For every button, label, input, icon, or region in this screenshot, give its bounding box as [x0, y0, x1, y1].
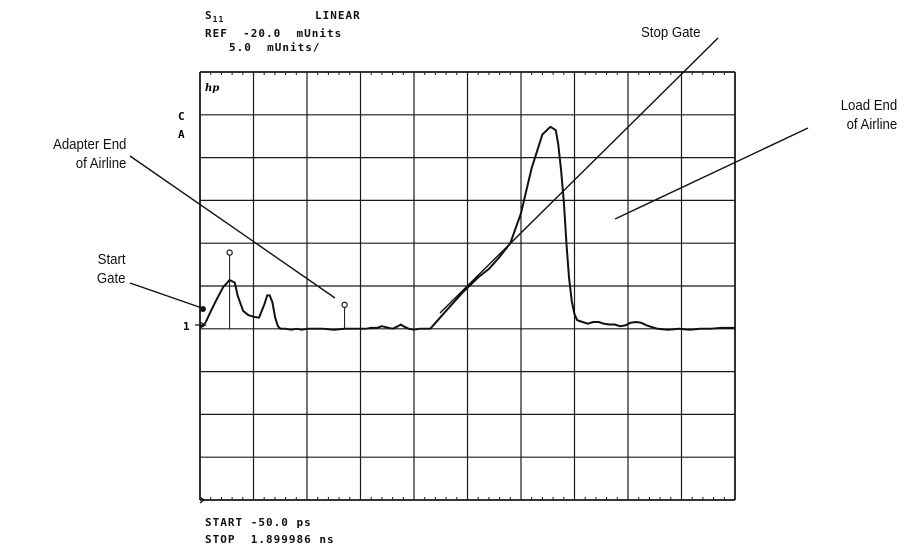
marker-1 [341, 301, 348, 309]
channel-flag-c: C [178, 110, 185, 123]
annotation-leaders [129, 37, 809, 504]
start-gate-leader-line [129, 282, 203, 309]
adapter-end-label: Adapter End of Airline [53, 135, 126, 173]
load-end-leader-line [614, 127, 809, 220]
graticule [199, 71, 736, 501]
start-gate-label-line-2: Gate [97, 270, 126, 287]
trace-layer [200, 125, 735, 331]
scale-readout: 5.0 mUnits/ [229, 41, 321, 54]
stop-gate-label: Stop Gate [641, 24, 701, 41]
stop-label: STOP [205, 533, 236, 546]
start-label: START [205, 516, 244, 529]
start-gate-dot [200, 306, 206, 312]
parameter-name: S [205, 9, 213, 22]
load-end-label-line-1: Load End [840, 97, 897, 114]
adapter-end-label-line-2: of Airline [75, 155, 126, 172]
stop-value: 1.899986 ns [250, 533, 335, 546]
start-gate-label-line-1: Start [98, 251, 126, 268]
adapter-end-leader-line [129, 155, 336, 299]
start-gate-label: Start Gate [97, 250, 126, 288]
format-readout: LINEAR [315, 9, 361, 22]
trace-series-0 [200, 125, 735, 331]
marker-0 [226, 249, 233, 256]
bottom-edge-arrow [199, 496, 205, 504]
stop-readout: STOP 1.899986 ns [205, 533, 335, 546]
graticule-edge-ticks [210, 72, 725, 500]
parameter-subscript: 11 [212, 15, 225, 24]
start-value: -50.0 ps [250, 516, 312, 529]
adapter-end-label-line-1: Adapter End [52, 136, 126, 153]
stop-gate-leader-line [439, 37, 719, 314]
reference-readout: REF -20.0 mUnits [205, 27, 343, 40]
reference-marker-label: 1 [183, 320, 190, 333]
channel-flag-a: A [178, 128, 185, 141]
marker-layer [226, 249, 348, 329]
parameter-readout: S11 [205, 10, 224, 25]
start-readout: START -50.0 ps [205, 516, 312, 529]
hp-logo: hp [205, 83, 219, 94]
reference-position-arrow [195, 321, 208, 329]
load-end-label-line-2: of Airline [846, 116, 897, 133]
load-end-label: Load End of Airline [840, 96, 897, 134]
